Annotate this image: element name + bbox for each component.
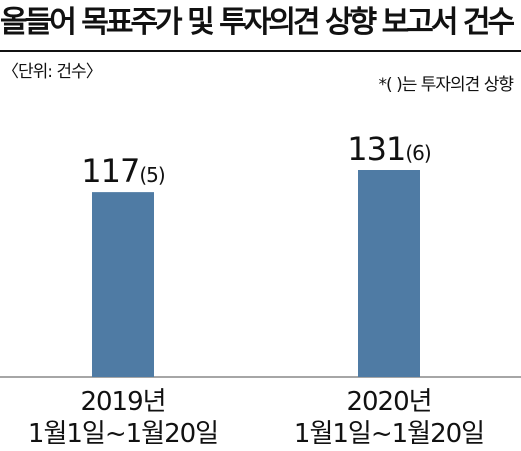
data-label-upgrade-count: (5) (139, 163, 165, 188)
data-label-value: 117 (81, 152, 140, 191)
data-label-2: 131(6) (347, 130, 431, 168)
data-label-1: 117(5) (81, 152, 165, 191)
bar-1 (92, 192, 154, 377)
data-label-upgrade-count: (6) (405, 141, 431, 165)
category-label-2: 2020년 1월1일~1월20일 (293, 386, 485, 450)
category-label-line: 1월1일~1월20일 (293, 419, 485, 449)
chart-title: 올들어 목표주가 및 투자의견 상향 보고서 건수 (0, 5, 515, 40)
data-label-value: 131 (347, 130, 406, 168)
title-divider (0, 50, 521, 52)
bar-2 (358, 170, 420, 377)
category-label-line: 2020년 (346, 387, 432, 417)
unit-label: 〈단위: 건수〉 (2, 62, 103, 82)
category-label-line: 1월1일~1월20일 (27, 419, 219, 449)
category-label-1: 2019년 1월1일~1월20일 (27, 386, 219, 450)
footnote-label: *( )는 투자의견 상향 (378, 75, 514, 95)
category-label-line: 2019년 (80, 387, 166, 417)
